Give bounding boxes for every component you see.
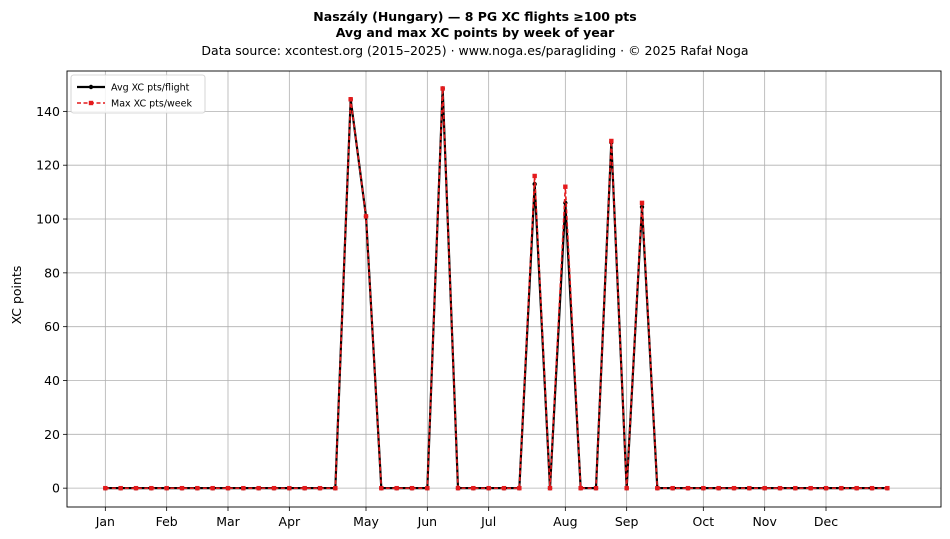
data-point-max xyxy=(241,485,246,491)
y-tick-label: 20 xyxy=(44,427,60,442)
data-point-max xyxy=(271,485,277,491)
series-line-max xyxy=(105,87,888,489)
y-tick-label: 80 xyxy=(44,265,60,280)
data-point-max xyxy=(563,184,568,189)
data-point-max xyxy=(317,485,323,491)
data-point-max xyxy=(808,485,813,491)
data-point-max xyxy=(854,485,859,491)
data-point-max xyxy=(624,485,629,491)
data-point-max xyxy=(425,485,430,491)
data-point-max xyxy=(793,485,798,491)
data-point-max xyxy=(823,485,829,491)
data-point-max xyxy=(195,485,200,491)
y-axis-ticks: 0 20 40 60 80 100 120 140 xyxy=(36,104,67,496)
legend-swatch-marker xyxy=(88,84,94,90)
x-axis-ticks: Jan Feb Mar Apr May Jun Jul Aug Sep Oct Nov Dec xyxy=(95,507,838,529)
data-point-max xyxy=(701,485,706,491)
x-tick-label: Nov xyxy=(752,514,777,529)
data-point-max xyxy=(118,485,123,491)
data-point-max xyxy=(517,485,522,491)
legend-swatch-marker xyxy=(88,100,94,106)
x-tick-label: Jun xyxy=(417,514,438,529)
data-point-max xyxy=(716,485,721,491)
data-point-max xyxy=(731,485,737,491)
data-point-max xyxy=(501,485,507,491)
data-point-max xyxy=(133,485,139,491)
data-point-max xyxy=(363,214,369,219)
x-tick-label: Mar xyxy=(216,514,240,529)
data-point-max xyxy=(547,485,553,491)
x-tick-label: Sep xyxy=(615,514,639,529)
data-point-max xyxy=(225,485,231,491)
y-tick-label: 0 xyxy=(52,481,60,496)
data-point-max xyxy=(639,200,645,206)
data-point-max xyxy=(164,485,169,491)
data-point-max xyxy=(885,485,890,491)
legend-label: Max XC pts/week xyxy=(111,99,192,110)
data-point-max xyxy=(486,485,491,491)
data-point-max xyxy=(471,485,476,491)
data-point-max xyxy=(747,485,752,491)
y-tick-label: 60 xyxy=(44,319,60,334)
data-point-max xyxy=(455,485,461,491)
data-point-max xyxy=(532,173,537,179)
y-tick-label: 140 xyxy=(36,104,60,119)
data-point-max xyxy=(179,485,185,491)
data-point-max xyxy=(578,485,583,491)
data-point-max xyxy=(409,485,415,491)
data-point-max xyxy=(762,485,767,491)
y-tick-label: 100 xyxy=(36,212,60,227)
x-tick-label: Feb xyxy=(156,514,178,529)
x-tick-label: Jan xyxy=(95,514,115,529)
data-point-max xyxy=(593,485,599,491)
series-layer xyxy=(103,86,890,491)
x-tick-label: Aug xyxy=(553,514,577,529)
data-point-max xyxy=(103,485,108,491)
chart-title: Naszály (Hungary) — 8 PG XC flights ≥100… xyxy=(313,9,637,24)
data-point-max xyxy=(149,485,154,491)
x-tick-label: May xyxy=(353,514,379,529)
data-point-max xyxy=(348,97,353,102)
x-tick-label: Apr xyxy=(279,514,301,529)
legend-label: Avg XC pts/flight xyxy=(111,83,190,94)
data-point-max xyxy=(839,485,844,491)
chart-subtitle: Avg and max XC points by week of year xyxy=(335,25,615,40)
data-point-max xyxy=(256,485,261,491)
data-point-max xyxy=(302,485,307,491)
x-tick-label: Oct xyxy=(693,514,715,529)
data-point-max xyxy=(379,485,384,491)
data-point-max xyxy=(777,485,783,491)
y-axis-label: XC points xyxy=(9,266,24,325)
plot-frame xyxy=(66,70,942,508)
grid-lines xyxy=(67,71,941,507)
series-line-avg xyxy=(105,87,888,490)
data-point-max xyxy=(869,485,875,491)
y-tick-label: 40 xyxy=(44,373,60,388)
legend: Avg XC pts/flight Max XC pts/week xyxy=(70,74,206,114)
data-point-max xyxy=(670,485,675,491)
data-point-max xyxy=(333,485,338,491)
source-note: Data source: xcontest.org (2015–2025) · … xyxy=(201,43,749,58)
data-point-max xyxy=(210,485,215,491)
data-point-max xyxy=(287,485,292,491)
y-tick-label: 120 xyxy=(36,158,60,173)
x-tick-label: Jul xyxy=(480,514,496,529)
data-point-max xyxy=(394,485,399,491)
data-point-max xyxy=(440,86,445,91)
x-tick-label: Dec xyxy=(814,514,838,529)
data-point-max xyxy=(609,138,614,144)
data-point-max xyxy=(685,485,691,491)
data-point-max xyxy=(655,485,660,491)
